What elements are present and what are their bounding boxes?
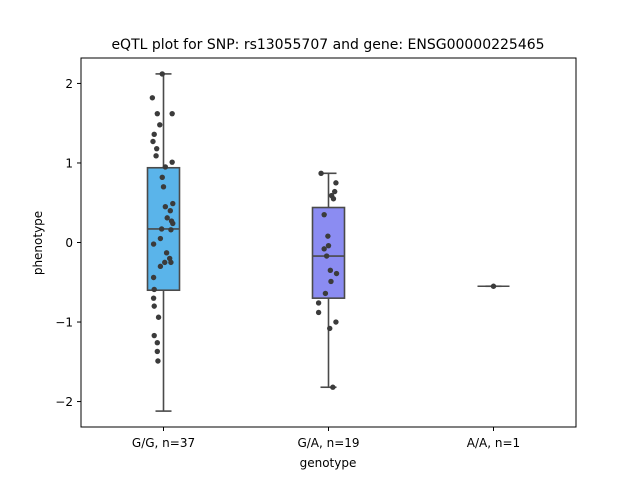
data-point xyxy=(163,250,170,256)
data-point xyxy=(170,200,176,207)
y-tick-label: 1 xyxy=(65,156,73,170)
x-tick-label: A/A, n=1 xyxy=(467,436,520,450)
y-tick-label: 0 xyxy=(65,236,73,250)
data-point xyxy=(162,259,168,266)
points-G/A xyxy=(315,170,340,390)
data-point xyxy=(325,233,331,239)
data-point xyxy=(327,325,333,332)
data-point xyxy=(168,218,175,224)
y-axis: 2 1 0 −1 −2 xyxy=(55,77,81,409)
points-G/G xyxy=(149,71,176,364)
data-point xyxy=(162,164,169,170)
data-point xyxy=(321,246,327,252)
data-point xyxy=(159,174,165,180)
data-point xyxy=(169,110,175,117)
data-point xyxy=(151,286,157,293)
data-point xyxy=(331,188,338,195)
data-point xyxy=(325,242,332,249)
data-point xyxy=(333,319,339,325)
data-point xyxy=(157,122,163,128)
data-point xyxy=(153,145,160,152)
data-point xyxy=(162,204,169,210)
iqr-box xyxy=(311,206,346,299)
data-point xyxy=(150,295,157,301)
data-point xyxy=(150,138,156,145)
y-tick-label: −2 xyxy=(55,395,73,409)
data-point xyxy=(159,71,165,77)
data-point xyxy=(328,278,334,285)
data-point xyxy=(315,300,322,306)
data-point xyxy=(155,358,161,364)
data-point xyxy=(333,180,339,186)
x-axis: G/G, n=37 G/A, n=19 A/A, n=1 xyxy=(132,427,520,450)
data-point xyxy=(169,159,175,165)
data-point xyxy=(157,263,164,270)
points-A/A xyxy=(490,283,497,289)
y-tick-label: −1 xyxy=(55,316,73,330)
data-point xyxy=(490,283,497,289)
data-point xyxy=(155,314,162,320)
data-point xyxy=(315,309,322,316)
data-point xyxy=(149,95,156,101)
x-tick-label: G/G, n=37 xyxy=(132,436,195,450)
x-tick-label: G/A, n=19 xyxy=(297,436,359,450)
data-point xyxy=(322,290,329,297)
data-point xyxy=(323,253,330,259)
data-point xyxy=(164,215,170,221)
data-point xyxy=(158,226,165,232)
y-tick-label: 2 xyxy=(65,77,73,91)
data-point xyxy=(154,110,161,117)
y-axis-label: phenotype xyxy=(31,211,45,275)
data-point xyxy=(330,196,337,202)
data-point xyxy=(150,241,157,247)
x-axis-label: genotype xyxy=(300,456,357,470)
chart-title: eQTL plot for SNP: rs13055707 and gene: … xyxy=(111,37,544,53)
box-G/A xyxy=(311,172,346,389)
data-point xyxy=(168,259,174,266)
data-point xyxy=(318,170,324,177)
data-point xyxy=(321,211,327,218)
data-point xyxy=(160,184,167,190)
data-point xyxy=(151,332,157,339)
data-point xyxy=(327,267,334,274)
data-point xyxy=(153,153,159,159)
data-point xyxy=(151,303,157,309)
data-point xyxy=(168,227,174,233)
data-point xyxy=(150,274,157,281)
data-point xyxy=(154,348,161,355)
data-point xyxy=(151,131,157,138)
data-point xyxy=(330,384,336,390)
data-point xyxy=(154,340,161,346)
data-point xyxy=(157,235,164,242)
plot-area xyxy=(146,71,510,412)
data-point xyxy=(333,270,340,277)
data-point xyxy=(167,207,174,214)
